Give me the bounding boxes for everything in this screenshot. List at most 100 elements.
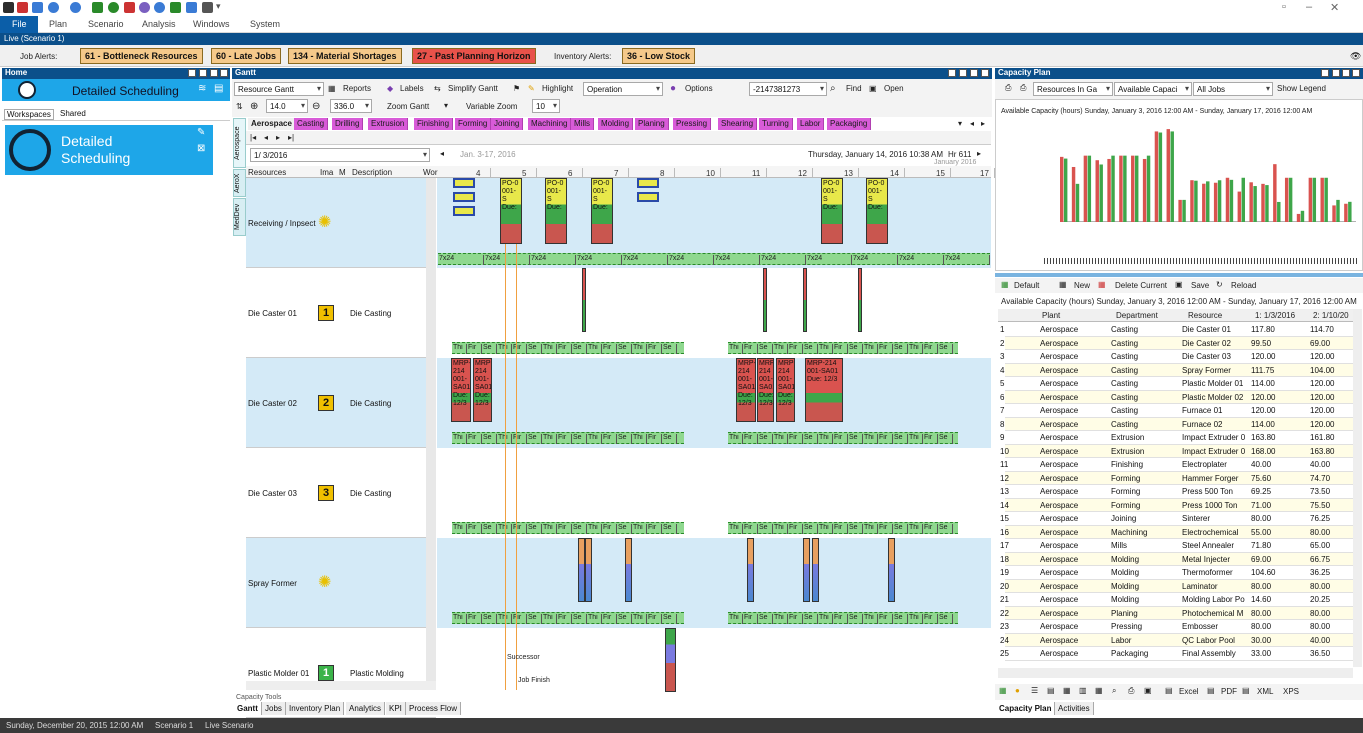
reload-button[interactable]: Reload	[1231, 281, 1257, 290]
sort-icon[interactable]: ⇅	[236, 102, 243, 111]
pdf-icon[interactable]: ▤	[1207, 686, 1215, 695]
export-xml-button[interactable]: XML	[1257, 687, 1274, 696]
default-button[interactable]: Default	[1014, 281, 1040, 290]
tab-workspaces[interactable]: Workspaces	[4, 109, 54, 120]
plant-tab-drilling[interactable]: Drilling	[332, 118, 364, 130]
network-icon[interactable]	[170, 2, 181, 13]
highlight-icon[interactable]: ✎	[528, 84, 535, 93]
excel-icon[interactable]: ▤	[1165, 686, 1173, 695]
resource-row[interactable]: Spray Former ✺	[246, 538, 436, 628]
operation-block[interactable]: PO-0 001-S Due:	[821, 178, 843, 244]
table-row[interactable]: 10 Aerospace Extrusion Impact Extruder 0 168…	[1000, 444, 1357, 458]
operation-block[interactable]	[637, 178, 659, 188]
reload-icon[interactable]: ↻	[1216, 280, 1223, 289]
resource-row[interactable]: Die Caster 03 3 Die Casting	[246, 448, 436, 538]
save-icon[interactable]	[32, 2, 43, 13]
side-tab-meddev[interactable]: MedDev	[233, 198, 246, 236]
plant-tab-extrusion[interactable]: Extrusion	[368, 118, 409, 130]
operation-block[interactable]	[763, 268, 767, 332]
menu-windows[interactable]: Windows	[193, 19, 230, 29]
operation-block[interactable]: MRP-214 001-SA01 Due: 12/3	[776, 358, 795, 422]
eye-icon[interactable]: 👁	[1350, 51, 1362, 61]
settings-icon[interactable]	[154, 2, 165, 13]
print-icon[interactable]: ⎙	[1128, 686, 1135, 695]
menu-file[interactable]: File	[0, 16, 38, 33]
options-button[interactable]: Options	[685, 84, 713, 93]
table-row[interactable]: 4 Aerospace Casting Spray Former 111.75 104.0…	[1000, 363, 1357, 377]
plant-tab-joining[interactable]: Joining	[491, 118, 524, 130]
operation-block[interactable]: MRP-214 001-SA01 Due: 12/3	[805, 358, 843, 422]
zoom-dropdown-icon[interactable]: ▾	[444, 101, 449, 110]
restore-icon[interactable]: ▫	[1282, 1, 1286, 13]
simplify-icon[interactable]: ⇆	[434, 84, 441, 93]
operation-block[interactable]: PO-0 001-S Due:	[545, 178, 567, 244]
plant-tab-molding[interactable]: Molding	[598, 118, 634, 130]
operation-block[interactable]	[637, 192, 659, 202]
scroll-right-icon[interactable]: ▸	[977, 149, 982, 158]
side-tab-aerospace[interactable]: Aerospace	[233, 118, 246, 168]
overflow-icon[interactable]: ▾	[216, 1, 221, 11]
panel-menu-icon[interactable]	[1321, 69, 1329, 77]
table-row[interactable]: 19 Aerospace Molding Thermoformer 104.60 36.2…	[1000, 566, 1357, 580]
plant-tab-casting[interactable]: Casting	[294, 118, 329, 130]
flag-icon[interactable]: ⚑	[513, 84, 521, 93]
operation-block[interactable]: PO-0 001-S Due:	[500, 178, 522, 244]
scroll-tabs-left-icon[interactable]: ◂	[970, 119, 975, 128]
scroll-tabs-right-icon[interactable]: ▸	[981, 119, 986, 128]
edit-icon[interactable]: ✎	[197, 127, 206, 138]
col-resource[interactable]: Resource	[1188, 311, 1223, 320]
col-m[interactable]: M	[339, 168, 346, 177]
default-icon[interactable]: ▦	[1001, 280, 1009, 289]
tab-inventory-plan[interactable]: Inventory Plan	[286, 702, 345, 715]
zoom-gantt-label[interactable]: Zoom Gantt	[387, 102, 430, 111]
table-row[interactable]: 24 Aerospace Labor QC Labor Pool 30.00 40.00	[1000, 633, 1357, 647]
table-row[interactable]: 18 Aerospace Molding Metal Injecter 69.00 66.…	[1000, 552, 1357, 566]
resource-row[interactable]: Receiving / Inpsect ✺	[246, 178, 436, 268]
tab-activities[interactable]: Activities	[1055, 702, 1094, 715]
operation-block[interactable]	[453, 206, 475, 216]
operation-block[interactable]	[453, 178, 475, 188]
plant-tab-labor[interactable]: Labor	[797, 118, 825, 130]
publish-icon[interactable]	[92, 2, 103, 13]
panel-close-icon[interactable]	[981, 69, 989, 77]
panel-menu-icon[interactable]	[948, 69, 956, 77]
tab-capacity-plan[interactable]: Capacity Plan	[996, 702, 1056, 715]
alert-low-stock[interactable]: 36 - Low Stock	[622, 48, 696, 64]
operation-block[interactable]: PO-0 001-S Due:	[866, 178, 888, 244]
table-row[interactable]: 22 Aerospace Planing Photochemical M 80.00 80…	[1000, 606, 1357, 620]
minimize-icon[interactable]: –	[1306, 1, 1313, 13]
grid-hscrollbar[interactable]	[998, 668, 1353, 678]
save-icon[interactable]: ▣	[1144, 686, 1152, 695]
labels-icon[interactable]: ◆	[387, 84, 394, 93]
panel-close-icon[interactable]	[1352, 69, 1360, 77]
operation-block[interactable]	[582, 268, 586, 332]
plant-tab-finishing[interactable]: Finishing	[414, 118, 454, 130]
date-picker[interactable]: 1/ 3/2016	[250, 148, 430, 162]
table-icon[interactable]: ▦	[1063, 686, 1071, 695]
panel-restore-icon[interactable]	[970, 69, 978, 77]
next-icon[interactable]: ▸	[276, 133, 281, 142]
table-row[interactable]: 11 Aerospace Finishing Electroplater 40.00 40…	[1000, 458, 1357, 472]
col-image[interactable]: Ima	[320, 168, 334, 177]
workspace-tile[interactable]: Detailed Scheduling ✎ ⊠	[5, 125, 213, 175]
grid-icon[interactable]: ▦	[1095, 686, 1103, 695]
plant-tab-planing[interactable]: Planing	[635, 118, 669, 130]
table-row[interactable]: 5 Aerospace Casting Plastic Molder 01 114.00…	[1000, 377, 1357, 391]
table-row[interactable]: 21 Aerospace Molding Molding Labor Po 14.60 2…	[1000, 593, 1357, 607]
scroll-left-icon[interactable]: ◂	[440, 149, 445, 158]
table-row[interactable]: 16 Aerospace Machining Electrochemical 55.00…	[1000, 525, 1357, 539]
table-row[interactable]: 2 Aerospace Casting Die Caster 02 99.50 69.00	[1000, 336, 1357, 350]
operation-block[interactable]: MRP-214 001-SA01 Due: 12/3	[451, 358, 471, 422]
table-row[interactable]: 20 Aerospace Molding Laminator 80.00 80.00	[1000, 579, 1357, 593]
tab-jobs[interactable]: Jobs	[262, 702, 286, 715]
variable-zoom-select[interactable]: 10	[532, 99, 560, 113]
panel-minimize-icon[interactable]	[959, 69, 967, 77]
clipboard-icon[interactable]	[124, 2, 135, 13]
table-row[interactable]: 9 Aerospace Extrusion Impact Extruder 0 163.…	[1000, 431, 1357, 445]
document-icon[interactable]: ▤	[214, 83, 224, 94]
row-scrollbar[interactable]	[426, 178, 436, 690]
alert-material-shortages[interactable]: 134 - Material Shortages	[288, 48, 402, 64]
scroll-tabs-down-icon[interactable]: ▾	[958, 119, 963, 128]
simplify-gantt-button[interactable]: Simplify Gantt	[448, 84, 498, 93]
close-icon[interactable]: ✕	[1330, 2, 1340, 14]
